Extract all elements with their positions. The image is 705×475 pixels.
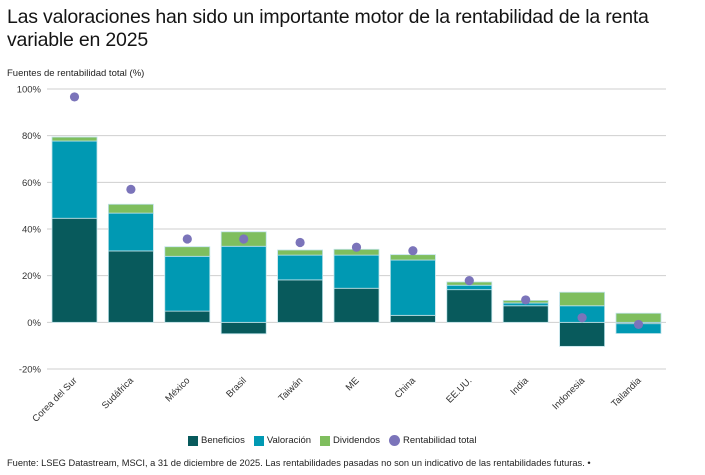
y-tick-label: 0% (27, 318, 41, 329)
bars (51, 136, 662, 347)
y-tick-label: 40% (22, 225, 42, 236)
point-rentabilidad-total (69, 92, 80, 102)
legend-item-rentabilidad-total: Rentabilidad total (389, 435, 476, 446)
chart-title: Las valoraciones han sido un importante … (7, 6, 649, 51)
bar-dividendos (277, 249, 324, 256)
bar-valoraci-n (333, 254, 380, 289)
legend-item-valoracion: Valoración (253, 435, 312, 446)
point-rentabilidad-total (295, 237, 305, 248)
bar-valoraci-n (446, 284, 493, 291)
x-tick-label: Indonesia (550, 375, 587, 412)
bar-valoraci-n (277, 254, 324, 281)
point-rentabilidad-total (408, 246, 418, 256)
bar-dividendos (559, 291, 605, 307)
bar-beneficios (333, 287, 380, 323)
point-rentabilidad-total (521, 295, 531, 305)
bar-dividendos (389, 254, 436, 261)
bar-valoraci-n (51, 140, 98, 219)
point-rentabilidad-total (633, 319, 644, 330)
point-rentabilidad-total (577, 313, 587, 323)
y-axis-label: Fuentes de rentabilidad total (%) (7, 68, 145, 79)
legend-item-beneficios: Beneficios (188, 435, 245, 446)
y-tick-label: 100% (17, 85, 42, 96)
y-tick-label: 20% (22, 271, 42, 282)
bar-valoraci-n (389, 259, 436, 316)
point-rentabilidad-total (126, 184, 136, 194)
bar-dividendos (51, 136, 98, 142)
legend-swatch-dividendos (320, 435, 331, 446)
bar-valoraci-n (220, 245, 267, 323)
x-tick-label: Taiwán (277, 375, 306, 404)
bar-beneficios (164, 310, 211, 323)
legend-item-dividendos: Dividendos (320, 435, 380, 446)
x-tick-label: EE.UU. (444, 375, 474, 405)
x-tick-label: India (508, 375, 531, 398)
bar-beneficios (559, 321, 605, 347)
legend: Beneficios Valoración Dividendos Rentabi… (188, 435, 485, 446)
bar-beneficios (51, 217, 98, 323)
bar-beneficios (277, 279, 324, 323)
x-axis-labels: Corea del Sur Sudáfrica México Brasil Taiwán… (30, 375, 644, 425)
bar-beneficios (446, 289, 493, 323)
bar-dividendos (108, 203, 154, 214)
point-rentabilidad-total (239, 234, 249, 244)
x-tick-label: China (393, 375, 419, 401)
legend-label: Rentabilidad total (403, 435, 477, 446)
legend-label: Valoración (266, 435, 312, 446)
x-tick-label: México (163, 375, 192, 404)
point-rentabilidad-total (182, 234, 192, 244)
x-tick-label: Brasil (224, 375, 249, 400)
bar-beneficios (389, 314, 436, 323)
legend-label: Dividendos (333, 435, 381, 446)
source-note: Fuente: LSEG Datastream, MSCI, a 31 de d… (7, 458, 591, 468)
legend-dot-rentabilidad-total (389, 435, 401, 446)
legend-label: Beneficios (201, 435, 245, 446)
bar-dividendos (164, 246, 211, 257)
bar-beneficios (220, 321, 267, 335)
point-rentabilidad-total (351, 242, 362, 252)
bar-valoraci-n (164, 255, 211, 312)
point-rentabilidad-total (464, 275, 474, 286)
y-axis-ticks: -20% 0% 20% 40% 60% 80% 100% (17, 85, 42, 376)
y-tick-label: 80% (22, 131, 42, 142)
x-tick-label: Sudáfrica (100, 375, 137, 412)
x-tick-label: Tailandia (609, 375, 644, 410)
total-return-points (69, 92, 644, 330)
x-tick-label: Corea del Sur (30, 375, 79, 424)
bar-beneficios (108, 250, 154, 323)
legend-swatch-beneficios (188, 435, 198, 446)
bar-valoraci-n (108, 212, 154, 252)
y-tick-label: -20% (19, 365, 42, 376)
bar-beneficios (502, 305, 549, 323)
legend-swatch-valoracion (253, 435, 264, 446)
x-tick-label: ME (344, 375, 362, 393)
y-tick-label: 60% (22, 178, 42, 189)
